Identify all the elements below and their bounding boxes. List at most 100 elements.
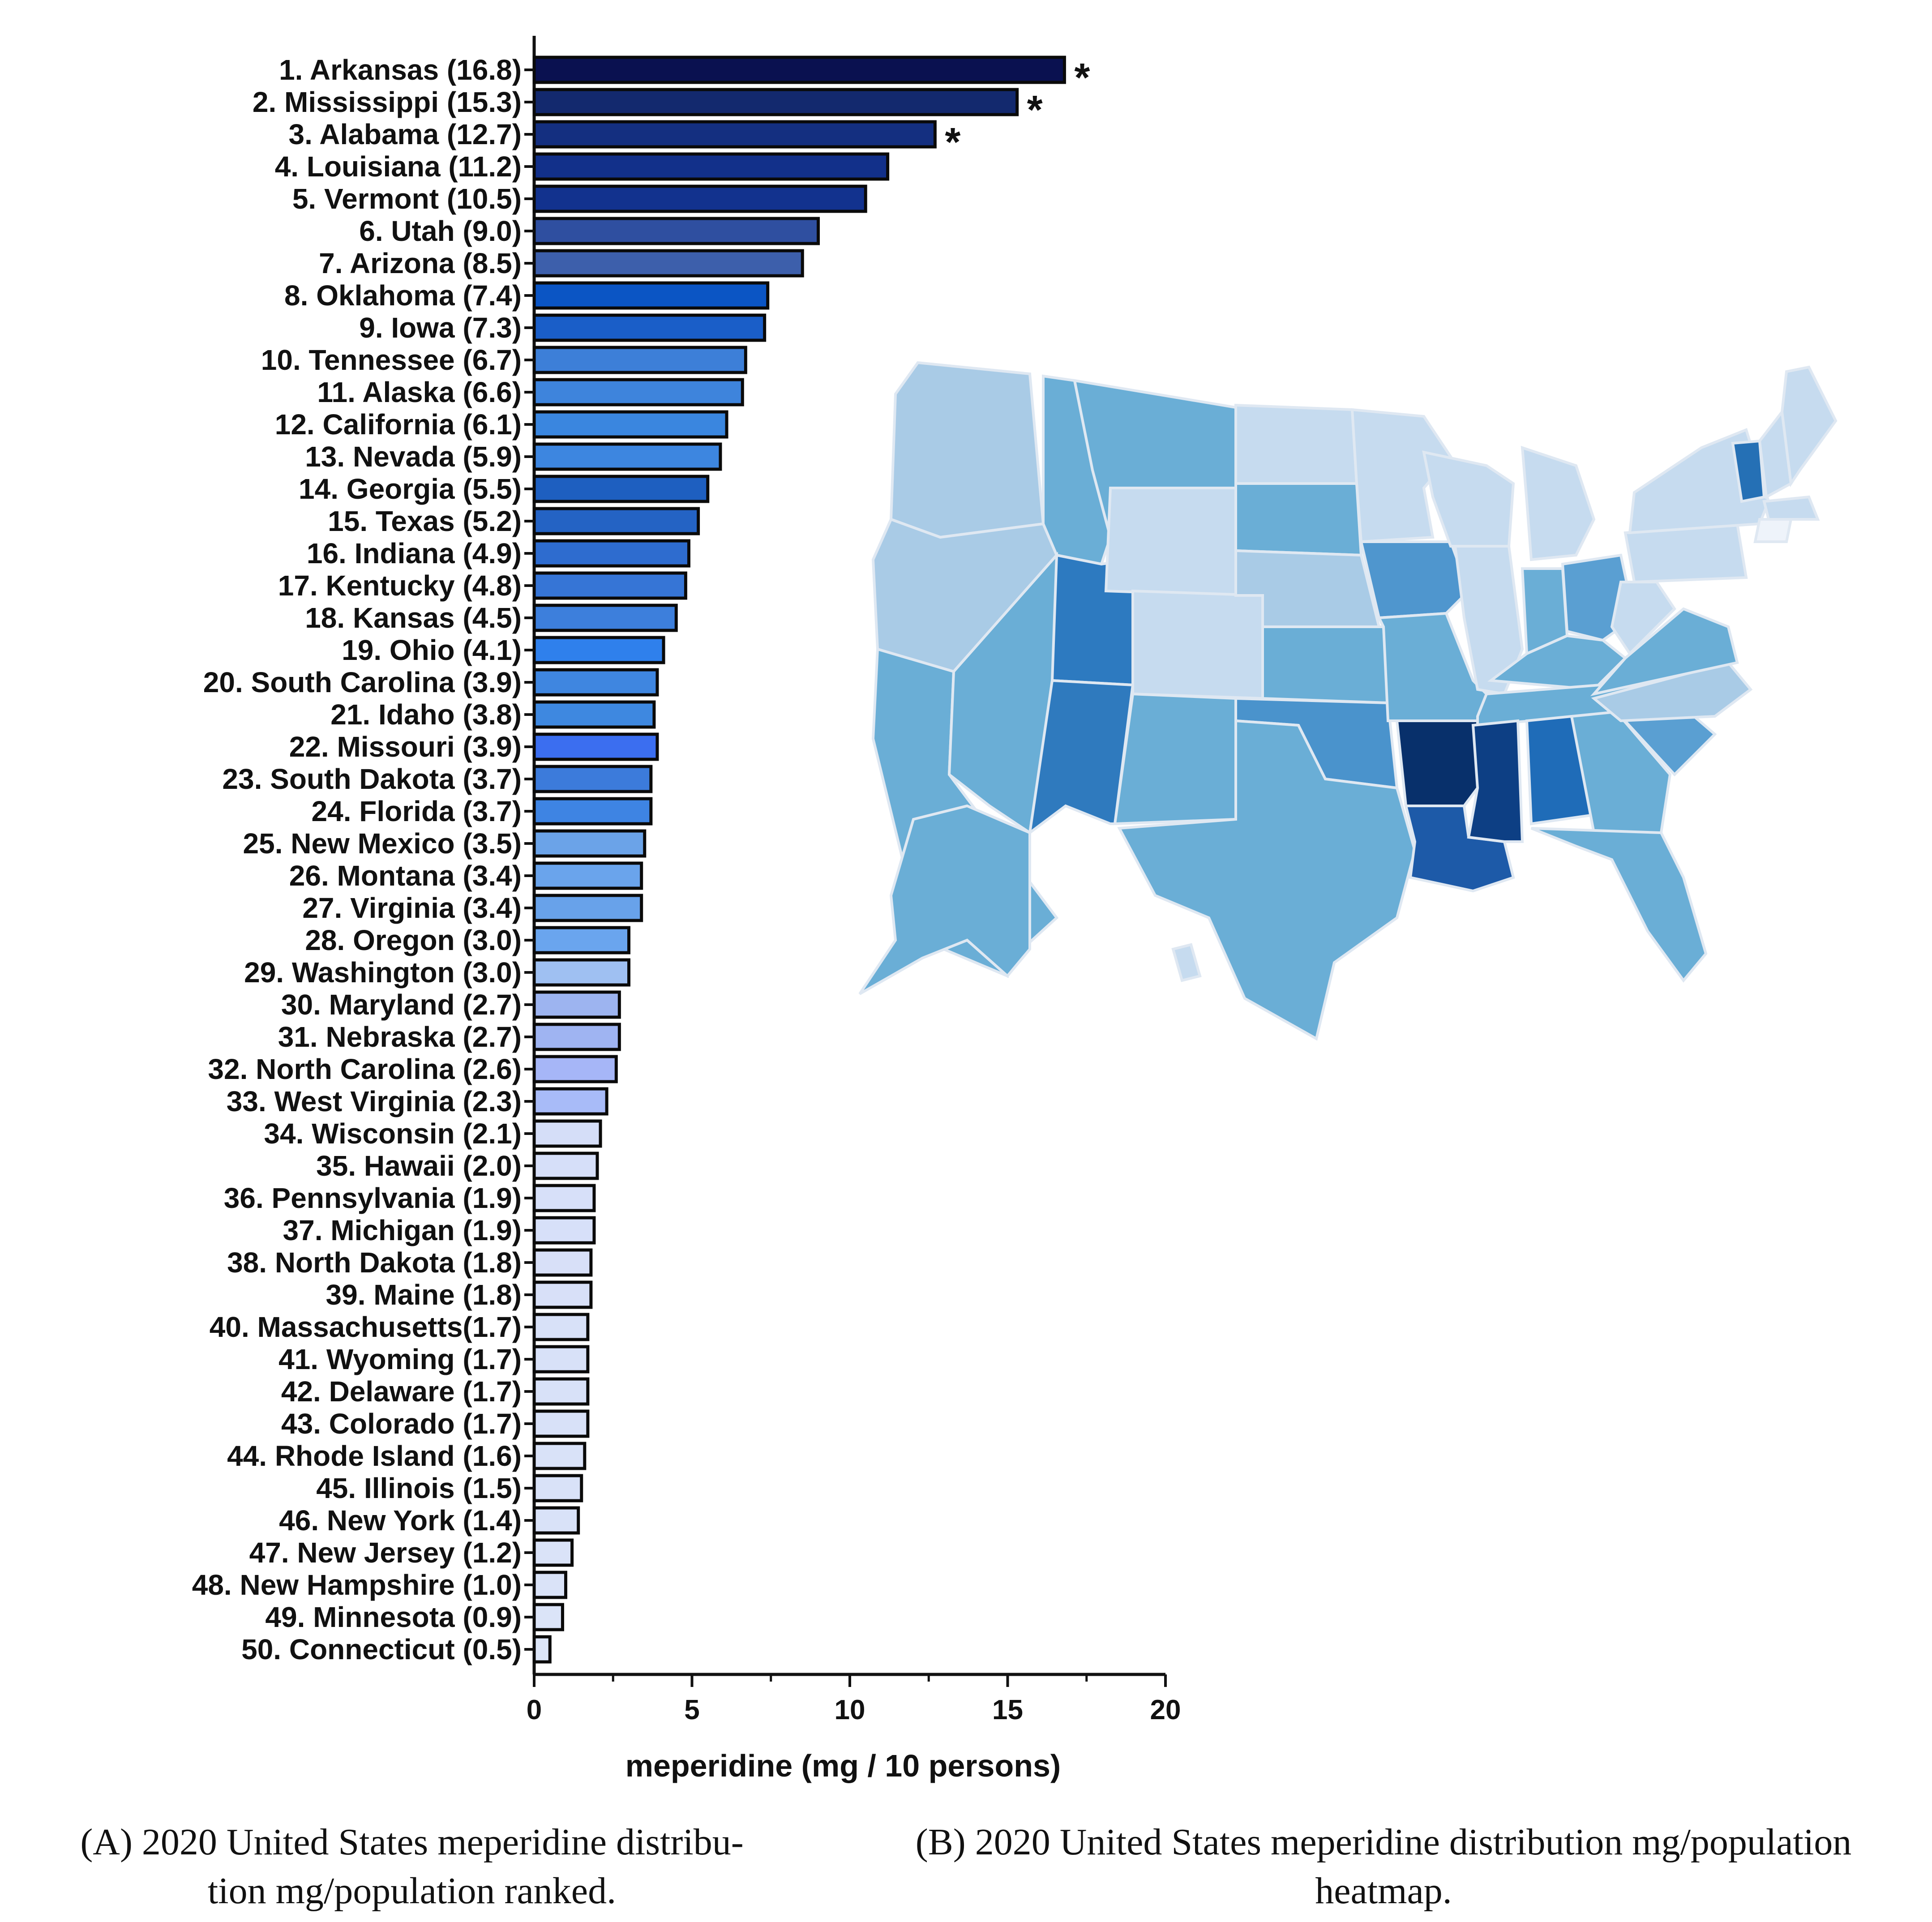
category-label: 11. Alaska (6.6) [317, 376, 522, 408]
category-label: 27. Virginia (3.4) [302, 892, 522, 924]
x-tick-label: 15 [992, 1695, 1023, 1725]
category-label: 24. Florida (3.7) [312, 795, 522, 827]
bar [532, 958, 630, 987]
category-label: 26. Montana (3.4) [289, 860, 522, 892]
category-label: 48. New Hampshire (1.0) [192, 1569, 522, 1601]
bar [532, 1087, 608, 1116]
bar [532, 700, 656, 729]
category-label: 30. Maryland (2.7) [281, 989, 522, 1021]
bar [532, 604, 678, 632]
map-state-louisiana [1404, 805, 1515, 893]
bar [532, 184, 867, 213]
bar [532, 1603, 564, 1631]
category-label: 45. Illinois (1.5) [316, 1472, 522, 1504]
bar [532, 410, 728, 439]
x-tick-label: 10 [835, 1695, 865, 1725]
bar [532, 1313, 590, 1341]
category-label: 31. Nebraska (2.7) [278, 1021, 522, 1053]
category-label: 50. Connecticut (0.5) [241, 1633, 522, 1665]
bar [532, 894, 643, 922]
significance-marker: * [945, 120, 960, 165]
category-label: 47. New Jersey (1.2) [249, 1537, 522, 1569]
map-state-connecticut [1753, 518, 1793, 543]
map-state-south-dakota [1234, 482, 1363, 557]
map-state-virginia [1590, 607, 1739, 696]
category-label: 17. Kentucky (4.8) [278, 569, 522, 602]
map-state-maine [1780, 365, 1838, 488]
x-tick-label: 20 [1150, 1695, 1181, 1725]
map-state-washington [889, 361, 1045, 539]
category-label: 5. Vermont (10.5) [292, 183, 522, 215]
bar [532, 378, 744, 407]
map-state-mississippi [1467, 719, 1524, 843]
bar [532, 217, 820, 245]
map-state-colorado [1131, 589, 1264, 700]
category-label: 33. West Virginia (2.3) [227, 1085, 522, 1117]
bar [532, 120, 937, 149]
category-label: 6. Utah (9.0) [359, 215, 522, 247]
bar [532, 152, 890, 181]
bar [532, 1184, 596, 1212]
category-label: 15. Texas (5.2) [328, 505, 522, 537]
bar [532, 475, 710, 503]
category-label: 9. Iowa (7.3) [359, 312, 522, 344]
bar [532, 1216, 596, 1245]
map-state-north-dakota [1234, 403, 1358, 485]
caption-a: (A) 2020 United States meperidine distri… [27, 1818, 797, 1915]
map-state-wyoming [1104, 487, 1237, 597]
category-label: 16. Indiana (4.9) [307, 537, 522, 569]
caption-b: (B) 2020 United States meperidine distri… [842, 1818, 1925, 1915]
x-axis-title: meperidine (mg / 10 persons) [625, 1748, 1061, 1783]
ranked-bar-chart: 1. Arkansas (16.8) * 2. Mississippi (15.3)… [192, 36, 1181, 1783]
bar [532, 281, 770, 310]
category-label: 49. Minnesota (0.9) [265, 1601, 522, 1633]
category-label: 43. Colorado (1.7) [281, 1408, 522, 1440]
bar [532, 249, 804, 278]
category-label: 2. Mississippi (15.3) [253, 86, 522, 118]
category-label: 14. Georgia (5.5) [299, 473, 522, 505]
category-label: 3. Alabama (12.7) [288, 118, 522, 150]
category-label: 29. Washington (3.0) [244, 956, 522, 989]
category-label: 36. Pennsylvania (1.9) [224, 1182, 522, 1214]
category-label: 22. Missouri (3.9) [289, 731, 522, 763]
bar [532, 1345, 590, 1374]
map-state-michigan [1521, 445, 1596, 561]
category-label: 39. Maine (1.8) [326, 1279, 522, 1311]
bar [532, 636, 665, 664]
bar [532, 765, 653, 793]
bar [532, 56, 1066, 84]
category-label: 35. Hawaii (2.0) [316, 1150, 522, 1182]
bar [532, 88, 1019, 116]
significance-marker: * [1027, 88, 1043, 133]
us-heatmap [858, 361, 1838, 1041]
map-state-new-mexico [1113, 692, 1237, 826]
category-label: 10. Tennessee (6.7) [261, 344, 522, 376]
bar [532, 732, 659, 761]
bar [532, 1055, 618, 1083]
map-state-texas [1117, 719, 1417, 1041]
category-label: 44. Rhode Island (1.6) [227, 1440, 522, 1472]
category-label: 23. South Dakota (3.7) [222, 763, 522, 795]
map-state-massachusetts [1762, 495, 1820, 521]
category-label: 21. Idaho (3.8) [330, 698, 522, 731]
category-label: 19. Ohio (4.1) [342, 634, 522, 666]
category-label: 37. Michigan (1.9) [283, 1214, 522, 1246]
map-state-vermont [1731, 439, 1766, 503]
category-label: 28. Oregon (3.0) [305, 924, 522, 956]
bar [532, 1635, 552, 1664]
category-label: 41. Wyoming (1.7) [278, 1343, 522, 1375]
category-label: 18. Kansas (4.5) [305, 602, 522, 634]
significance-marker: * [1074, 56, 1090, 100]
x-tick-label: 0 [527, 1695, 542, 1725]
map-state-alaska [858, 804, 1031, 995]
category-label: 46. New York (1.4) [279, 1504, 522, 1537]
bar [532, 1409, 590, 1438]
category-label: 8. Oklahoma (7.4) [284, 279, 522, 312]
category-label: 38. North Dakota (1.8) [227, 1246, 522, 1279]
bar [532, 346, 747, 374]
category-label: 12. California (6.1) [275, 408, 522, 441]
bar [532, 926, 630, 955]
category-label: 1. Arkansas (16.8) [279, 54, 522, 86]
bar [532, 442, 722, 471]
bar [532, 1280, 593, 1309]
